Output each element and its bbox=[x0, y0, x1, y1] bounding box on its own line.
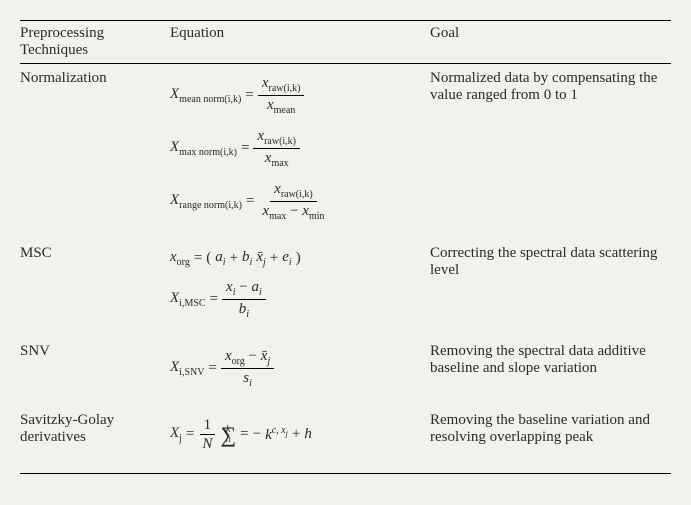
norm-eq-mean: Xmean norm(i,k) = xraw(i,k) xmean bbox=[170, 74, 424, 117]
equation-cell: Xj = 1 N k ∑ h = − kc, xj bbox=[170, 406, 430, 474]
row-snv: SNV Xi,SNV = xorg − x̄j si bbox=[20, 337, 671, 406]
row-normalization: Normalization Xmean norm(i,k) = xraw(i,k… bbox=[20, 64, 671, 240]
equation-cell: Xmean norm(i,k) = xraw(i,k) xmean Xmax n… bbox=[170, 64, 430, 240]
goal-cell: Normalized data by compensating the valu… bbox=[430, 64, 671, 240]
row-sg: Savitzky-Golay derivatives Xj = 1 N k ∑ bbox=[20, 406, 671, 474]
norm-eq-range: Xrange norm(i,k) = xraw(i,k) xmax − xmin bbox=[170, 180, 424, 223]
preprocessing-table: Preprocessing Techniques Equation Goal N… bbox=[20, 20, 671, 474]
goal-cell: Correcting the spectral data scattering … bbox=[430, 239, 671, 337]
header-equation: Equation bbox=[170, 21, 430, 64]
technique-name: SNV bbox=[20, 337, 170, 406]
equation-cell: xorg = ( ai + bi x̄j + ei ) Xi,MSC bbox=[170, 239, 430, 337]
header-row: Preprocessing Techniques Equation Goal bbox=[20, 21, 671, 64]
technique-name: Normalization bbox=[20, 64, 170, 240]
technique-name: MSC bbox=[20, 239, 170, 337]
goal-cell: Removing the spectral data additive base… bbox=[430, 337, 671, 406]
header-techniques: Preprocessing Techniques bbox=[20, 21, 170, 64]
msc-eq1: xorg = ( ai + bi x̄j + ei ) bbox=[170, 249, 424, 268]
msc-eq2: Xi,MSC = xi − ai bi bbox=[170, 278, 424, 321]
snv-eq: Xi,SNV = xorg − x̄j si bbox=[170, 347, 424, 390]
norm-eq-max: Xmax norm(i,k) = xraw(i,k) xmax bbox=[170, 127, 424, 170]
technique-name: Savitzky-Golay derivatives bbox=[20, 406, 170, 474]
goal-cell: Removing the baseline variation and reso… bbox=[430, 406, 671, 474]
header-goal: Goal bbox=[430, 21, 671, 64]
row-msc: MSC xorg = ( ai + bi x̄j + ei ) bbox=[20, 239, 671, 337]
equation-cell: Xi,SNV = xorg − x̄j si bbox=[170, 337, 430, 406]
sg-eq: Xj = 1 N k ∑ h = − kc, xj bbox=[170, 416, 424, 453]
